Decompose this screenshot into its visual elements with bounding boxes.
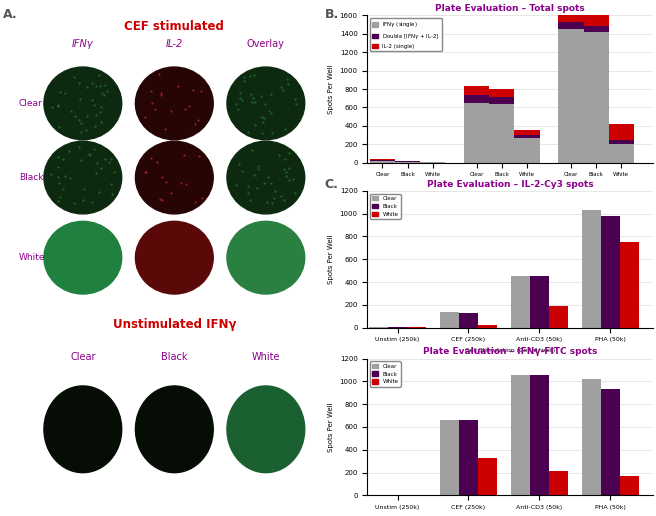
Bar: [582, 211, 601, 328]
Ellipse shape: [135, 386, 213, 473]
Ellipse shape: [227, 141, 305, 214]
Bar: [530, 375, 549, 495]
Bar: [582, 379, 601, 495]
Bar: [407, 327, 426, 328]
Bar: [514, 138, 540, 163]
Bar: [388, 327, 407, 328]
Ellipse shape: [227, 221, 305, 294]
Bar: [369, 327, 388, 328]
Bar: [558, 0, 584, 22]
Title: Plate Evaluation – IFNγ-FITC spots: Plate Evaluation – IFNγ-FITC spots: [423, 347, 597, 357]
Bar: [395, 162, 420, 163]
Bar: [601, 216, 620, 328]
Bar: [558, 29, 584, 163]
Bar: [584, 32, 609, 163]
Text: IL-2: IL-2: [166, 39, 183, 49]
Ellipse shape: [135, 141, 213, 214]
Text: CEF stimulated: CEF stimulated: [125, 20, 224, 34]
X-axis label: Cell Stimulation (Cell #/well): Cell Stimulation (Cell #/well): [465, 348, 555, 353]
Bar: [459, 420, 478, 495]
Bar: [549, 472, 567, 495]
Text: IFNγ: IFNγ: [72, 39, 94, 49]
Ellipse shape: [227, 67, 305, 140]
Bar: [514, 135, 540, 138]
Bar: [464, 103, 489, 163]
Bar: [620, 242, 638, 328]
Bar: [511, 375, 530, 495]
Ellipse shape: [227, 386, 305, 473]
Bar: [601, 390, 620, 495]
Text: Unstimulated IFNγ: Unstimulated IFNγ: [113, 318, 236, 331]
Ellipse shape: [44, 221, 122, 294]
Bar: [489, 104, 514, 163]
Text: C.: C.: [325, 178, 338, 191]
Ellipse shape: [135, 67, 213, 140]
Bar: [609, 124, 634, 140]
Bar: [620, 476, 638, 495]
Bar: [558, 22, 584, 29]
Bar: [370, 160, 395, 163]
Text: Unstim (250k): Unstim (250k): [382, 191, 432, 196]
Bar: [549, 306, 567, 328]
Title: Plate Evaluation – Total spots: Plate Evaluation – Total spots: [435, 4, 585, 13]
Y-axis label: Spots Per Well: Spots Per Well: [328, 64, 334, 114]
Text: Black: Black: [19, 173, 43, 182]
Ellipse shape: [44, 141, 122, 214]
Ellipse shape: [44, 67, 122, 140]
Bar: [464, 86, 489, 95]
Legend: Clear, Black, White: Clear, Black, White: [370, 194, 401, 219]
Bar: [489, 89, 514, 98]
Title: Plate Evaluation – IL-2-Cy3 spots: Plate Evaluation – IL-2-Cy3 spots: [426, 180, 594, 189]
Bar: [478, 458, 497, 495]
Text: White: White: [19, 253, 45, 262]
Text: Plate Format/Cell Stimulation (Cell #): Plate Format/Cell Stimulation (Cell #): [443, 206, 561, 212]
Bar: [609, 140, 634, 144]
Ellipse shape: [44, 386, 122, 473]
Bar: [459, 313, 478, 328]
Text: White: White: [252, 352, 280, 362]
Bar: [370, 159, 395, 160]
Y-axis label: Spots Per Well: Spots Per Well: [328, 234, 334, 284]
Text: Clear: Clear: [70, 352, 96, 362]
Text: B.: B.: [325, 8, 339, 21]
Bar: [478, 326, 497, 328]
Bar: [440, 420, 459, 495]
Bar: [440, 312, 459, 328]
Bar: [464, 95, 489, 103]
Bar: [584, 26, 609, 32]
Text: Clear: Clear: [19, 99, 43, 108]
Bar: [511, 277, 530, 328]
Bar: [530, 277, 549, 328]
Bar: [584, 0, 609, 26]
Legend: Clear, Black, White: Clear, Black, White: [370, 361, 401, 386]
Bar: [514, 131, 540, 135]
Bar: [609, 144, 634, 163]
Legend: IFN$\gamma$ (single), Double [IFN$\gamma$ + IL-2], IL-2 (single): IFN$\gamma$ (single), Double [IFN$\gamma…: [370, 18, 442, 51]
Ellipse shape: [135, 221, 213, 294]
Y-axis label: Spots Per Well: Spots Per Well: [328, 402, 334, 452]
Text: CEF (250k): CEF (250k): [483, 191, 521, 196]
Text: Overlay: Overlay: [247, 39, 285, 49]
Text: Anti-CD3 (50k): Anti-CD3 (50k): [570, 191, 622, 196]
Text: A.: A.: [3, 8, 18, 21]
Text: Black: Black: [161, 352, 188, 362]
Bar: [489, 98, 514, 104]
